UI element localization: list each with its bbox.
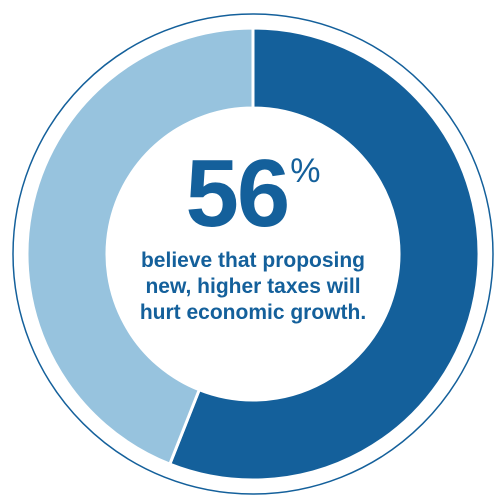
callout-caption: believe that proposing new, higher taxes…	[118, 248, 388, 326]
center-callout: 56 % believe that proposing new, higher …	[118, 140, 388, 326]
donut-slice-primary	[167, 26, 481, 482]
outer-outline-ring	[12, 13, 494, 495]
donut-slice-remainder	[25, 26, 255, 467]
caption-line-3: hurt economic growth.	[139, 301, 367, 325]
caption-line-1: believe that proposing	[140, 249, 366, 273]
callout-unit: %	[290, 152, 321, 190]
callout-value: 56	[185, 140, 290, 247]
caption-line-2: new, higher taxes will	[145, 275, 361, 299]
